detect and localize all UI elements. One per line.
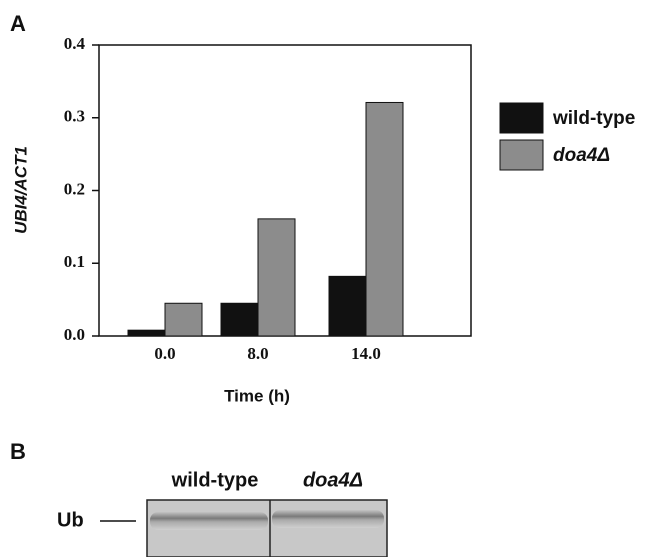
x-tick-label: 8.0	[247, 344, 268, 363]
legend-label: wild-type	[552, 108, 635, 129]
x-axis-label: Time (h)	[224, 386, 290, 405]
lane-label: doa4Δ	[303, 469, 363, 491]
bar	[128, 330, 165, 336]
blot-band	[272, 510, 384, 528]
band-label: Ub	[57, 509, 84, 531]
chart: 0.0 0.1 0.2 0.3 0.4 0.0 8.0 14.0 wild-type doa4Δ	[64, 34, 636, 363]
legend-label: doa4Δ	[553, 145, 610, 166]
y-tick-label: 0.1	[64, 252, 85, 271]
y-tick-label: 0.0	[64, 325, 85, 344]
panel-label: B	[10, 439, 26, 464]
y-axis-label: UBI4/ACT1	[11, 146, 30, 234]
bar	[165, 303, 202, 336]
bar	[366, 102, 403, 336]
x-tick-label: 0.0	[154, 344, 175, 363]
bar	[258, 219, 295, 336]
lane-label: wild-type	[171, 469, 259, 491]
legend-swatch	[500, 140, 543, 170]
x-tick-label: 14.0	[351, 344, 381, 363]
bar	[221, 303, 258, 336]
figure: A UBI4/ACT1 Time (h) 0.0 0.1 0.2 0.3 0.4 0.0 8…	[0, 0, 668, 557]
bar	[329, 276, 366, 336]
panel-label: A	[10, 11, 26, 36]
blot-band	[150, 512, 268, 530]
y-tick-label: 0.2	[64, 179, 85, 198]
legend-swatch	[500, 103, 543, 133]
y-tick-label: 0.4	[64, 34, 86, 53]
y-tick-label: 0.3	[64, 107, 85, 126]
